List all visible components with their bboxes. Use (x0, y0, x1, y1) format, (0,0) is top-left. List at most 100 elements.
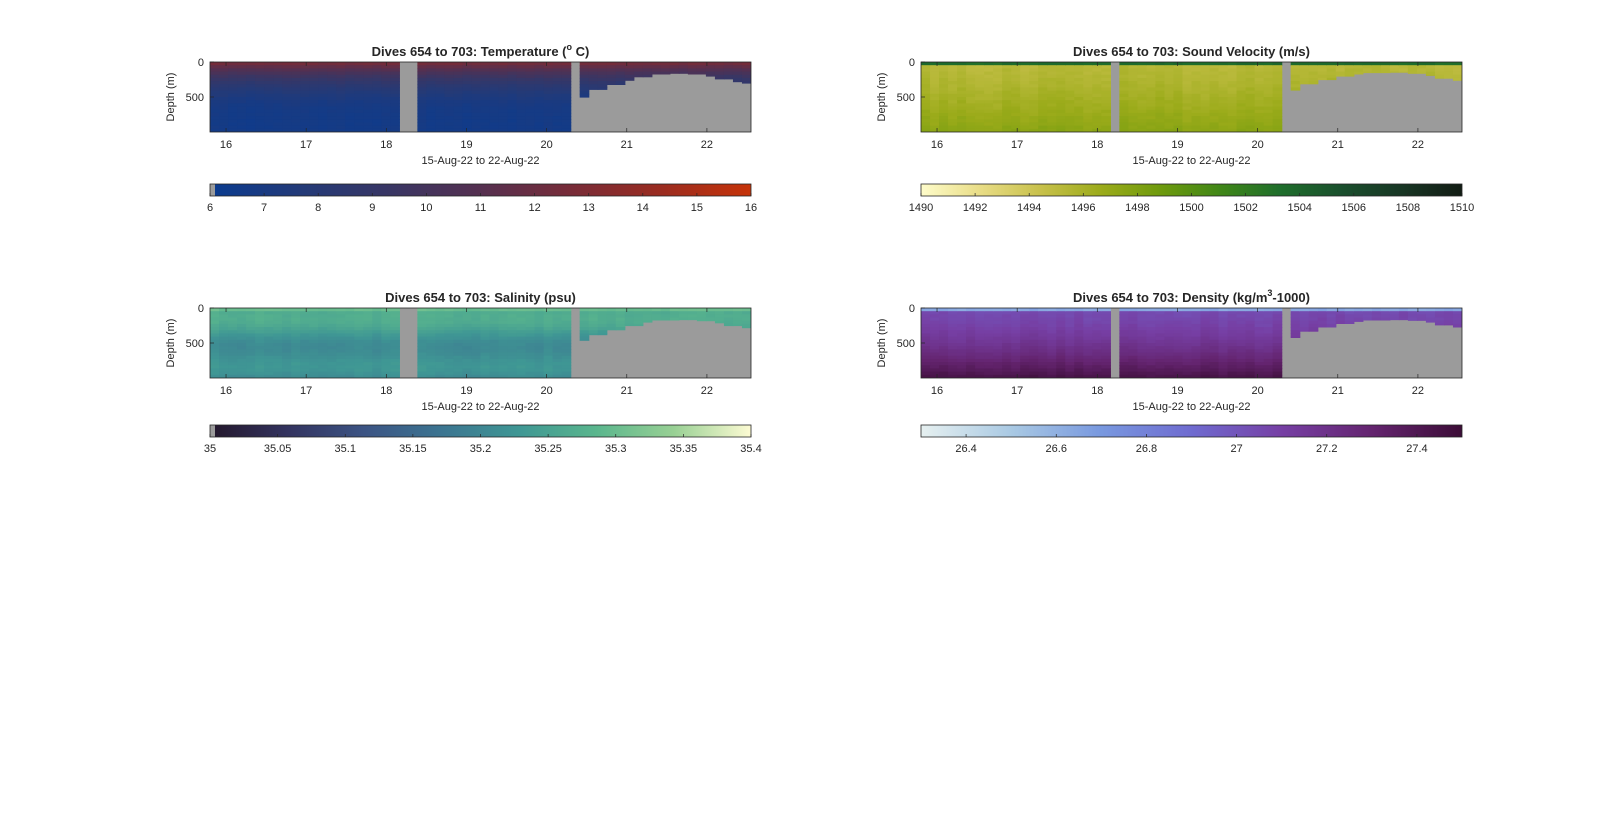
x-tick-label: 20 (1251, 385, 1263, 397)
colorbar-tick-label: 10 (420, 202, 432, 214)
x-tick-label: 22 (701, 139, 713, 151)
y-tick-label: 0 (909, 303, 915, 315)
colorbar-tick-label: 1508 (1396, 202, 1420, 214)
x-tick-label: 20 (540, 385, 552, 397)
x-tick-label: 19 (1171, 139, 1183, 151)
colorbar: 6 7 8 9 10 11 12 13 14 15 16 (207, 183, 757, 214)
colorbar-tick-label: 8 (315, 202, 321, 214)
colorbar-tick-label: 12 (528, 202, 540, 214)
colorbar-tick-label: 7 (261, 202, 267, 214)
panel-density: Dives 654 to 703: Density (kg/m3-1000) 16… (876, 288, 1463, 455)
x-tick-label: 16 (931, 139, 943, 151)
panel-sound_velocity: Dives 654 to 703: Sound Velocity (m/s) 16… (876, 44, 1474, 214)
y-tick-label: 500 (897, 338, 915, 350)
colorbar-tick-label: 15 (691, 202, 703, 214)
colorbar-tick-label: 1502 (1233, 202, 1257, 214)
x-tick-label: 19 (460, 385, 472, 397)
panel-title: Dives 654 to 703: Temperature (o C) (372, 42, 590, 59)
y-axis-label: Depth (m) (876, 319, 888, 368)
colorbar-tick-label: 1494 (1017, 202, 1041, 214)
colorbar-tick-label: 35.3 (605, 443, 626, 455)
x-tick-label: 18 (1091, 139, 1103, 151)
x-tick-label: 16 (220, 385, 232, 397)
x-tick-label: 22 (1412, 139, 1424, 151)
heatmap-field (210, 308, 751, 378)
x-tick-label: 21 (621, 139, 633, 151)
x-tick-label: 21 (621, 385, 633, 397)
colorbar-frame (920, 424, 1463, 438)
colorbar-tick-label: 1490 (909, 202, 933, 214)
colorbar-tick-label: 1506 (1342, 202, 1366, 214)
heatmap-field (921, 308, 1462, 378)
colorbar-tick-label: 1500 (1179, 202, 1203, 214)
colorbar-tick-label: 35.2 (470, 443, 491, 455)
colorbar-tick-label: 1498 (1125, 202, 1149, 214)
colorbar-tick-label: 27 (1230, 443, 1242, 455)
colorbar-tick-label: 35.4 (740, 443, 761, 455)
y-tick-label: 0 (198, 303, 204, 315)
colorbar-tick-label: 35.25 (534, 443, 562, 455)
x-tick-label: 18 (380, 139, 392, 151)
colorbar-nodata-swatch (210, 425, 215, 437)
x-tick-label: 18 (380, 385, 392, 397)
y-tick-label: 500 (186, 338, 204, 350)
x-tick-label: 19 (1171, 385, 1183, 397)
panel-title: Dives 654 to 703: Salinity (psu) (385, 290, 576, 305)
y-tick-label: 0 (909, 57, 915, 69)
colorbar-tick-label: 35.1 (335, 443, 356, 455)
x-tick-label: 20 (540, 139, 552, 151)
colorbar-tick-label: 35 (204, 443, 216, 455)
colorbar-tick-label: 6 (207, 202, 213, 214)
panels: Dives 654 to 703: Temperature (o C) 16 17 1… (165, 42, 1474, 455)
panel-title: Dives 654 to 703: Density (kg/m3-1000) (1073, 288, 1310, 305)
colorbar-gradient (921, 184, 1462, 196)
colorbar-tick-label: 27.4 (1406, 443, 1427, 455)
colorbar-tick-label: 26.4 (955, 443, 976, 455)
x-tick-label: 17 (300, 385, 312, 397)
colorbar-tick-label: 16 (745, 202, 757, 214)
colorbar: 26.4 26.6 26.8 27 27.2 27.4 (920, 424, 1463, 455)
colorbar-gradient (210, 184, 751, 196)
colorbar-tick-label: 1504 (1287, 202, 1311, 214)
x-tick-label: 18 (1091, 385, 1103, 397)
colorbar-tick-label: 14 (637, 202, 649, 214)
heatmap-field (921, 62, 1462, 132)
colorbar-tick-label: 26.8 (1136, 443, 1157, 455)
x-tick-label: 21 (1332, 139, 1344, 151)
y-tick-label: 0 (198, 57, 204, 69)
panel-title: Dives 654 to 703: Sound Velocity (m/s) (1073, 44, 1310, 59)
x-tick-label: 21 (1332, 385, 1344, 397)
colorbar-tick-label: 26.6 (1046, 443, 1067, 455)
y-tick-label: 500 (897, 92, 915, 104)
colorbar-tick-label: 13 (583, 202, 595, 214)
y-axis-label: Depth (m) (165, 73, 177, 122)
x-tick-label: 17 (1011, 385, 1023, 397)
x-tick-label: 20 (1251, 139, 1263, 151)
x-axis-label: 15-Aug-22 to 22-Aug-22 (1132, 401, 1250, 413)
colorbar-tick-label: 11 (475, 202, 486, 214)
colorbar-tick-label: 9 (369, 202, 375, 214)
colorbar-tick-label: 35.15 (399, 443, 427, 455)
heatmap-field (210, 62, 751, 132)
x-tick-label: 17 (1011, 139, 1023, 151)
x-tick-label: 22 (701, 385, 713, 397)
panel-salinity: Dives 654 to 703: Salinity (psu) 16 17 18 19… (165, 290, 762, 455)
colorbar-tick-label: 1510 (1450, 202, 1474, 214)
colorbar: 35 35.05 35.1 35.15 35.2 35.25 35.3 35.35 35.4 (204, 424, 762, 455)
panel-temperature: Dives 654 to 703: Temperature (o C) 16 17 1… (165, 42, 757, 214)
y-tick-label: 500 (186, 92, 204, 104)
colorbar: 1490 1492 1494 1496 1498 1500 1502 1504 1506 1508… (909, 183, 1474, 214)
x-axis-label: 15-Aug-22 to 22-Aug-22 (421, 401, 539, 413)
colorbar-nodata-swatch (210, 184, 215, 196)
x-tick-label: 16 (931, 385, 943, 397)
x-axis-label: 15-Aug-22 to 22-Aug-22 (421, 155, 539, 167)
colorbar-tick-label: 27.2 (1316, 443, 1337, 455)
colorbar-gradient (921, 425, 1462, 437)
colorbar-tick-label: 35.35 (670, 443, 698, 455)
x-tick-label: 16 (220, 139, 232, 151)
x-tick-label: 19 (460, 139, 472, 151)
x-axis-label: 15-Aug-22 to 22-Aug-22 (1132, 155, 1250, 167)
y-axis-label: Depth (m) (165, 319, 177, 368)
colorbar-tick-label: 1496 (1071, 202, 1095, 214)
